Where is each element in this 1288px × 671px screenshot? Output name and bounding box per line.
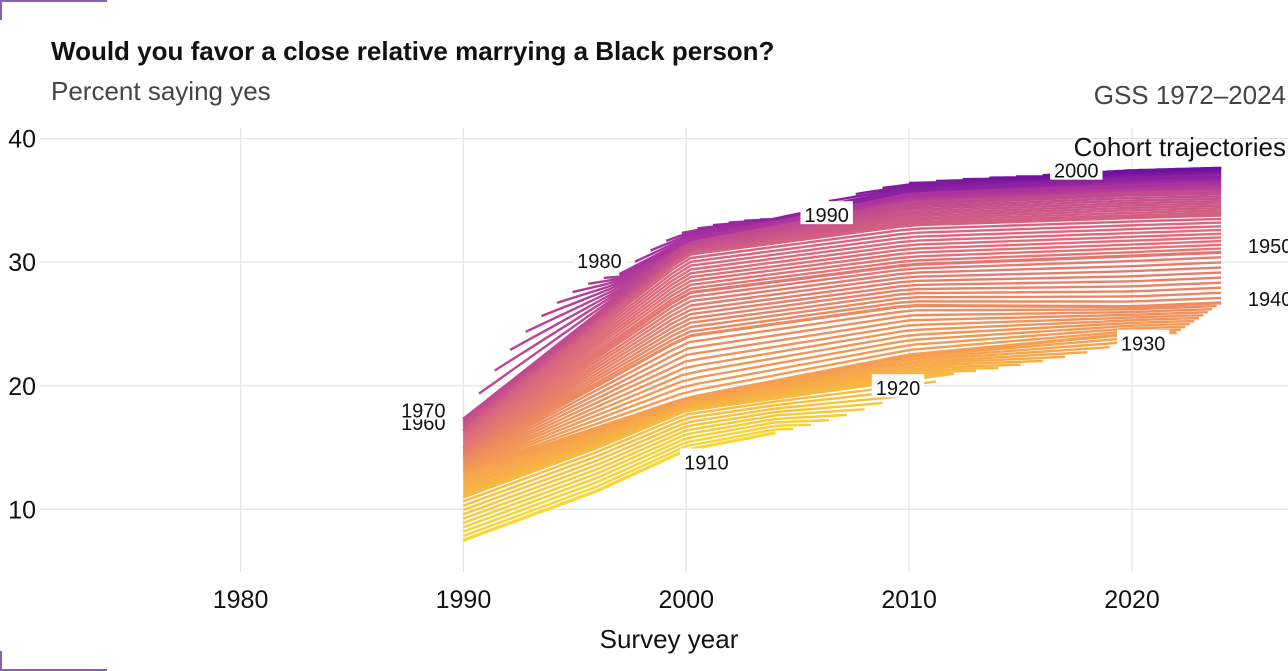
chart-title: Would you favor a close relative marryin…	[51, 36, 775, 66]
series-line-1930	[462, 331, 1177, 474]
x-tick-1980: 1980	[213, 586, 269, 614]
cohort-line-1941	[462, 296, 1222, 460]
cohort-line-1936	[462, 314, 1204, 466]
chart-subtitle: Percent saying yes	[51, 76, 271, 106]
x-tick-2020: 2020	[1104, 586, 1160, 614]
cohort-label-2000: 2000	[1050, 156, 1103, 183]
cohort-line-1932	[462, 325, 1186, 471]
x-tick-1990: 1990	[436, 586, 492, 614]
cohort-line-1951	[462, 247, 1222, 447]
corner-bracket-top	[0, 0, 107, 20]
cohort-line-1955	[462, 232, 1222, 441]
cohort-label-text-1930: 1930	[1121, 334, 1166, 356]
cohort-line-1957	[462, 225, 1222, 438]
cohort-line-1929	[463, 336, 1155, 476]
y-tick-30: 30	[8, 249, 36, 277]
cohort-trajectories-annotation: Cohort trajectories	[1074, 132, 1286, 162]
cohort-label-bg-1940	[1243, 285, 1288, 309]
cohort-line-1938	[462, 308, 1213, 464]
cohort-label-bg-1910	[680, 448, 733, 472]
cohort-label-text-1940: 1940	[1248, 289, 1288, 311]
cohort-line-1911	[462, 427, 794, 538]
cohort-label-text-1980: 1980	[577, 251, 622, 273]
cohort-line-1956	[462, 228, 1222, 439]
series-line-1940	[462, 301, 1222, 462]
cohort-line-1942	[462, 291, 1222, 459]
series-line-1960	[462, 213, 1222, 433]
cohort-line-1918	[462, 388, 919, 507]
cohort-label-bg-1950	[1243, 232, 1288, 256]
series-line-1910	[462, 431, 776, 542]
axis-ticks: 1980 1990 2000 2010 2020 10 20 30 40	[8, 126, 1160, 614]
x-axis-title: Survey year	[600, 624, 739, 654]
cohort-label-1990: 1990	[800, 201, 853, 227]
source-label: GSS 1972–2024	[1093, 80, 1286, 110]
cohort-label-1920: 1920	[871, 374, 925, 400]
cohort-label-1940: 1940	[1243, 285, 1288, 311]
cohort-line-1946	[462, 271, 1222, 454]
cohort-line-1923	[462, 363, 1021, 491]
cohort-line-1926	[463, 351, 1088, 484]
cohort-label-1930: 1930	[1116, 329, 1170, 356]
x-tick-2000: 2000	[658, 586, 714, 614]
cohort-label-bg-1980	[573, 246, 626, 270]
cohort-line-1948	[462, 261, 1222, 452]
y-tick-40: 40	[8, 126, 36, 154]
cohort-label-text-1920: 1920	[876, 378, 921, 400]
cohort-line-1954	[462, 236, 1222, 443]
cohort-label-1950: 1950	[1243, 232, 1288, 258]
cohort-line-1947	[462, 266, 1222, 453]
cohort-line-1949	[462, 256, 1222, 450]
cohort-label-1980: 1980	[573, 246, 626, 273]
y-tick-20: 20	[8, 373, 36, 401]
cohort-line-1913	[462, 418, 829, 529]
series-line-1980	[618, 181, 1222, 276]
cohort-line-1952	[462, 243, 1222, 446]
cohort-line-1958	[462, 221, 1222, 436]
cohort-label-bg-1990	[800, 201, 853, 225]
cohort-line-1916	[462, 401, 883, 516]
corner-bracket-bottom	[0, 651, 107, 671]
cohort-label-bg-1920	[871, 374, 925, 398]
cohort-label-bg-1970	[397, 396, 450, 420]
cohort-label-text-1910: 1910	[684, 452, 729, 474]
cohort-line-1925	[463, 355, 1066, 486]
cohort-line-1924	[463, 359, 1043, 489]
cohort-series	[462, 166, 1222, 542]
cohort-line-1914	[462, 413, 847, 525]
cohort-label-text-1970: 1970	[401, 400, 446, 422]
cohort-line-1953	[462, 239, 1222, 444]
cohort-line-1928	[463, 340, 1133, 479]
cohort-line-1931	[462, 328, 1182, 473]
x-tick-2010: 2010	[881, 586, 937, 614]
y-tick-10: 10	[8, 496, 36, 524]
cohort-line-1939	[462, 304, 1217, 463]
cohort-line-1917	[462, 395, 901, 512]
cohort-line-1912	[462, 423, 812, 533]
cohort-label-text-2000: 2000	[1054, 161, 1099, 183]
cohort-line-1943	[462, 286, 1222, 458]
cohort-label-text-1990: 1990	[804, 205, 849, 227]
cohort-line-1935	[462, 317, 1199, 468]
cohort-label-bg-2000	[1050, 156, 1103, 180]
cohort-label-1970: 1970	[397, 396, 450, 422]
cohort-line-1959	[462, 217, 1222, 435]
cohort-line-1927	[463, 346, 1110, 481]
cohort-label-bg-1930	[1116, 329, 1170, 353]
cohort-line-1937	[462, 311, 1208, 465]
cohort-line-1915	[462, 408, 865, 520]
series-line-1950	[462, 250, 1222, 449]
cohort-line-1944	[462, 281, 1222, 457]
cohort-label-1910: 1910	[680, 448, 733, 474]
cohort-line-1933	[462, 322, 1190, 470]
cohort-line-1945	[462, 276, 1222, 455]
cohort-line-1919	[462, 380, 937, 503]
cohort-label-text-1950: 1950	[1248, 236, 1288, 258]
cohort-line-1934	[462, 320, 1195, 469]
